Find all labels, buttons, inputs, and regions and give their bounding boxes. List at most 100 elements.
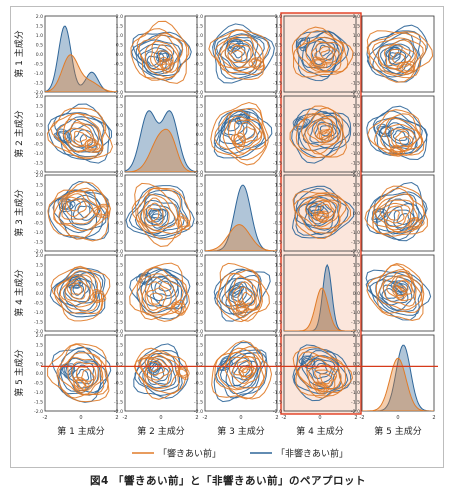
y-tick-label: 0.0 [353,211,360,217]
x-tick-label: 2 [432,415,435,421]
y-tick-label: -1.5 [114,400,123,406]
y-tick-label: 1.5 [353,263,360,269]
contour-lobe-hibiki-2-3-6 [234,135,243,146]
contour-lobe-hibiki-3-1-6 [96,206,108,216]
contour-hibiki-1-5-7 [391,52,407,64]
panel-frame-4-5 [361,254,435,332]
contour-hihibiki-4-2-6 [154,277,175,297]
panel-plot-5-5 [362,344,434,411]
contour-lobe-hibiki-1-3-6 [251,59,262,68]
y-tick-label: -2.0 [114,249,123,255]
contour-lobe-hibiki-5-3-6 [242,368,253,378]
contour-hibiki-3-5-7 [386,209,400,221]
contour-hibiki-2-3-1 [210,101,269,166]
contour-hibiki-2-3-7 [242,126,256,140]
contour-hibiki-2-3-4 [227,115,263,154]
legend-label: 「響きあい前」 [158,448,221,460]
contour-hibiki-5-3-7 [236,360,251,374]
y-tick-label: -0.5 [34,142,43,148]
panel-frame-3-5 [361,174,435,252]
contour-hihibiki-5-3-2 [215,349,267,399]
y-tick-label: 0.5 [353,282,360,288]
y-tick-label: -2.0 [114,329,123,335]
panel-plot-1-1 [45,25,117,92]
contour-hihibiki-1-4-1 [295,30,350,82]
contour-hibiki-5-2-6 [146,358,166,376]
contour-hibiki-5-1-2 [56,343,109,399]
kde-hibiki-3 [205,224,277,251]
y-tick-label: 0.0 [36,132,43,138]
y-tick-label: -2.0 [114,90,123,96]
x-axis-label: 第 1 主成分 [57,425,104,437]
x-axis-label: 第 3 主成分 [217,425,264,437]
panel-frame-3-4 [283,174,357,252]
panel-plot-2-5 [366,105,428,161]
y-tick-label: 1.5 [196,343,203,349]
y-tick-label: 0.5 [275,362,282,368]
y-tick-label: 1.5 [353,104,360,110]
panel-frame-5-4 [283,334,357,412]
contour-hibiki-5-1-4 [67,356,104,395]
y-tick-label: -2.0 [114,170,123,176]
panel-frame-4-3 [204,254,278,332]
y-tick-label: 2.0 [116,14,123,20]
y-tick-label: -0.5 [194,221,203,227]
contour-lobe-hibiki-4-1-6 [92,292,103,301]
y-tick-label: 1.0 [353,192,360,198]
y-tick-label: 0.5 [275,282,282,288]
y-tick-label: -0.5 [194,381,203,387]
y-tick-label: 0.0 [353,291,360,297]
y-tick-label: 2.0 [353,14,360,20]
y-tick-label: 2.0 [196,173,203,179]
contour-hihibiki-1-2-6 [144,51,165,70]
y-tick-label: 0.5 [116,362,123,368]
y-tick-label: 1.0 [275,33,282,39]
contour-lobe-hibiki-2-3-5 [233,134,245,148]
panel-3-2 [124,174,198,252]
contour-hibiki-2-1-3 [56,112,104,153]
contour-hibiki-4-5-1 [366,263,424,321]
contour-hihibiki-2-1-3 [56,116,105,158]
panel-plot-5-4 [292,344,354,402]
contour-hibiki-4-2-4 [141,276,177,314]
contour-hibiki-2-4-2 [295,107,344,157]
y-tick-label: -2.0 [351,409,360,415]
y-tick-label: 0.5 [196,362,203,368]
y-tick-label: 0.5 [36,202,43,208]
panel-1-3 [204,15,278,93]
contour-lobe-hihibiki-2-4-5 [294,117,308,130]
contour-hibiki-5-2-1 [134,347,188,400]
y-tick-label: 2.0 [353,173,360,179]
y-tick-label: -1.5 [114,320,123,326]
y-tick-label: -0.5 [273,381,282,387]
y-tick-label: 2.0 [196,94,203,100]
y-tick-label: 1.0 [196,272,203,278]
contour-hibiki-3-2-1 [134,182,192,248]
x-tick-label: 2 [115,415,118,421]
contour-hibiki-1-3-6 [227,45,248,64]
y-tick-label: 0.0 [353,52,360,58]
panel-1-4 [283,15,357,93]
contour-hihibiki-4-3-2 [214,269,262,315]
panel-5-4 [283,334,357,412]
y-tick-label: 0.0 [196,211,203,217]
contour-hibiki-4-3-6 [237,286,256,308]
panel-frame-3-2 [124,174,198,252]
y-tick-label: -1.5 [34,320,43,326]
panel-4-5 [361,254,435,332]
contour-hibiki-3-1-4 [58,189,99,225]
y-tick-label: -1.0 [34,310,43,316]
y-tick-label: -0.5 [273,62,282,68]
contour-lobe-hibiki-5-4-4 [312,381,330,395]
contour-hibiki-5-2-4 [139,355,174,387]
panel-3-3 [204,174,278,252]
contour-hibiki-1-3-5 [224,43,252,69]
contour-hibiki-2-1-5 [64,122,96,148]
y-tick-label: 0.0 [196,291,203,297]
panel-frame-5-2 [124,334,198,412]
contour-hibiki-3-5-2 [372,187,425,235]
contour-lobe-hibiki-4-3-6 [237,303,246,314]
y-tick-label: 0.5 [353,362,360,368]
y-tick-label: 0.0 [196,132,203,138]
pair-plot: 2.0 2.0 2.0 2.0 2.0 2.0 2.0 2.0 2.0 2.0 2.0 2.0 2.0 2… [13,12,438,460]
